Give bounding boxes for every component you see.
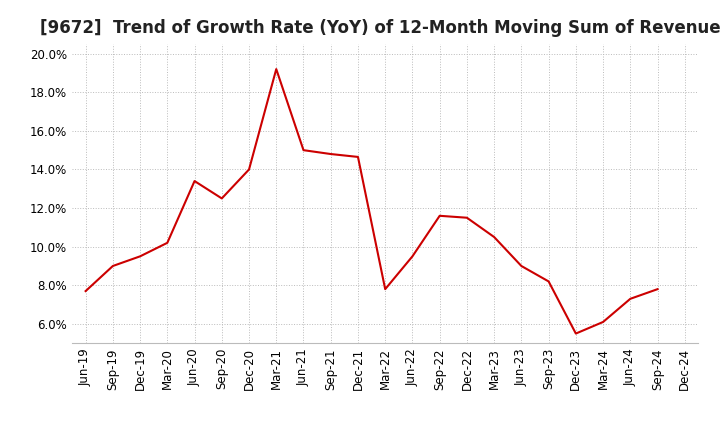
Title: [9672]  Trend of Growth Rate (YoY) of 12-Month Moving Sum of Revenues: [9672] Trend of Growth Rate (YoY) of 12-… xyxy=(40,19,720,37)
